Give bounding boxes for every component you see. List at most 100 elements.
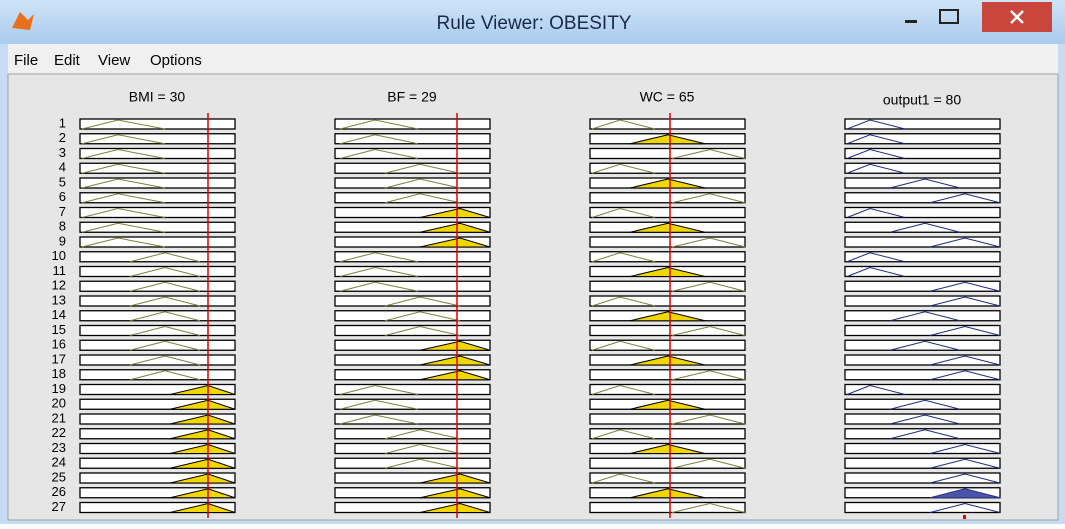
- rule-number: 1: [59, 115, 66, 130]
- mf-shape: [81, 163, 166, 174]
- mf-box: [334, 457, 491, 469]
- mf-active: [169, 488, 236, 499]
- mf-box: [589, 280, 746, 292]
- mf-box: [589, 472, 746, 484]
- mf-box: [589, 251, 746, 263]
- mf-box: [79, 457, 236, 469]
- mf-box: [334, 280, 491, 292]
- rule-number: 11: [53, 263, 67, 278]
- mf-box: [589, 118, 746, 130]
- mf-shape: [591, 384, 656, 395]
- rule-number: 3: [59, 145, 66, 160]
- mf-box: [844, 133, 1001, 145]
- mf-box: [334, 487, 491, 499]
- mf-box: [334, 162, 491, 174]
- mf-active: [629, 266, 706, 277]
- column-header: BMI = 30: [129, 89, 186, 105]
- rule-number: 18: [52, 366, 66, 381]
- mf-box: [844, 383, 1001, 396]
- rule-number: 4: [59, 160, 66, 175]
- rule-number: 17: [52, 351, 66, 366]
- mf-shape: [384, 193, 461, 204]
- output-value-marker: [963, 515, 966, 519]
- mf-active: [169, 429, 236, 440]
- rule-number: 23: [52, 440, 66, 455]
- menu-item[interactable]: Edit: [54, 52, 81, 69]
- mf-shape: [889, 311, 961, 322]
- rule-number: 25: [52, 469, 66, 484]
- mf-shape: [846, 207, 906, 218]
- mf-shape: [671, 193, 746, 204]
- mf-box: [79, 162, 236, 174]
- mf-shape: [81, 134, 166, 145]
- mf-box: [79, 324, 236, 337]
- mf-shape: [591, 340, 656, 351]
- mf-shape: [671, 414, 746, 425]
- mf-box: [844, 221, 1001, 233]
- mf-box: [844, 413, 1001, 425]
- mf-active: [419, 473, 491, 484]
- mf-active: [419, 355, 491, 366]
- menu-item[interactable]: Options: [150, 52, 202, 69]
- mf-box: [844, 369, 1001, 381]
- mf-box: [79, 251, 236, 263]
- mf-shape: [591, 207, 656, 218]
- mf-box: [844, 354, 1001, 366]
- mf-box: [589, 162, 746, 174]
- menu-item[interactable]: File: [14, 52, 38, 69]
- mf-shape: [81, 207, 166, 218]
- mf-box: [79, 295, 236, 307]
- maximize-button[interactable]: [939, 9, 959, 24]
- mf-active: [629, 134, 706, 145]
- mf-shape: [339, 252, 419, 263]
- mf-shape: [129, 370, 201, 381]
- mf-shape: [384, 429, 461, 440]
- mf-box: [589, 413, 746, 425]
- mf-shape: [384, 178, 461, 189]
- mf-box: [589, 324, 746, 337]
- mf-box: [79, 177, 236, 189]
- mf-shape: [889, 429, 961, 440]
- mf-shape: [846, 266, 906, 277]
- mf-shape: [339, 414, 419, 425]
- mf-box: [334, 413, 491, 425]
- mf-box: [589, 428, 746, 440]
- mf-shape: [384, 443, 461, 454]
- mf-shape: [929, 237, 1001, 248]
- menu-item[interactable]: View: [98, 52, 130, 69]
- mf-shape: [129, 311, 201, 322]
- mf-box: [79, 398, 236, 410]
- mf-box: [334, 383, 491, 396]
- mf-active: [169, 443, 236, 454]
- rule-number: 27: [52, 499, 66, 514]
- mf-box: [844, 487, 1001, 499]
- close-icon: [1010, 10, 1024, 24]
- mf-box: [334, 177, 491, 189]
- mf-active: [169, 384, 236, 395]
- mf-shape: [889, 399, 961, 410]
- menu-bar: [8, 44, 1058, 74]
- mf-box: [844, 280, 1001, 292]
- mf-box: [79, 236, 236, 248]
- mf-box: [589, 236, 746, 248]
- mf-active: [629, 178, 706, 189]
- mf-box: [844, 457, 1001, 469]
- column-header: output1 = 80: [883, 92, 961, 108]
- mf-shape: [384, 458, 461, 469]
- rule-number: 6: [59, 189, 66, 204]
- mf-active: [419, 222, 491, 233]
- mf-box: [79, 354, 236, 366]
- mf-box: [589, 295, 746, 307]
- mf-shape: [81, 148, 166, 159]
- mf-shape: [846, 252, 906, 263]
- mf-active: [629, 488, 706, 499]
- mf-box: [79, 310, 236, 322]
- mf-active: [419, 237, 491, 248]
- rule-number: 16: [52, 337, 66, 352]
- mf-box: [844, 310, 1001, 322]
- mf-box: [844, 339, 1001, 351]
- minimize-button[interactable]: [905, 20, 917, 23]
- mf-box: [334, 118, 491, 130]
- mf-shape: [339, 134, 419, 145]
- mf-box: [844, 324, 1001, 337]
